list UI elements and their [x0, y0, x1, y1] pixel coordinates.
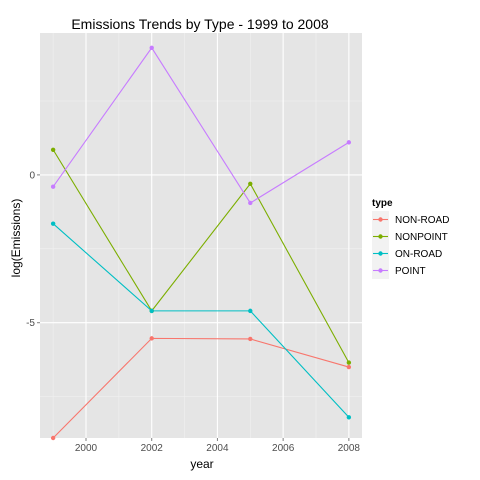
data-point — [248, 336, 253, 342]
legend-key-point — [378, 268, 383, 273]
plot-panel — [40, 33, 362, 438]
legend-label: ON-ROAD — [395, 249, 442, 260]
data-point — [248, 181, 253, 186]
legend-label: POINT — [395, 266, 426, 277]
major-gridlines — [40, 33, 362, 438]
series-points — [50, 45, 352, 441]
x-tick-label: 2000 — [75, 443, 98, 454]
series-lines — [52, 46, 350, 439]
series-line — [52, 337, 350, 439]
data-point — [149, 45, 154, 50]
data-point — [50, 184, 56, 189]
data-point — [346, 364, 352, 370]
series-line — [52, 149, 350, 363]
data-point — [50, 147, 56, 152]
data-point — [149, 336, 154, 341]
data-point — [346, 415, 352, 420]
series-line — [52, 223, 350, 418]
x-axis-title: year — [190, 457, 213, 471]
data-point — [248, 308, 253, 314]
data-point — [50, 221, 56, 226]
legend-title: type — [372, 198, 393, 209]
chart-title: Emissions Trends by Type - 1999 to 2008 — [71, 16, 329, 32]
legend: type NON-ROAD NONPOINT ON-ROAD POINT — [372, 198, 449, 279]
data-point — [346, 140, 352, 145]
data-point — [50, 435, 56, 441]
series-line — [52, 46, 350, 204]
legend-key-point — [378, 251, 383, 256]
x-tick-label: 2004 — [206, 443, 229, 454]
y-tick-label: 0 — [29, 170, 35, 181]
legend-label: NON-ROAD — [395, 215, 449, 226]
data-point — [248, 200, 253, 206]
x-tick-label: 2008 — [338, 443, 361, 454]
legend-key-point — [378, 217, 383, 222]
x-tick-label: 2002 — [141, 443, 164, 454]
x-tick-label: 2006 — [272, 443, 295, 454]
data-point — [346, 360, 352, 365]
y-tick-label: -5 — [26, 318, 35, 329]
y-axis-title: log(Emissions) — [9, 199, 23, 278]
x-axis-ticks: 2000 2002 2004 2006 2008 — [75, 438, 361, 454]
y-axis-ticks: 0 -5 — [26, 170, 40, 329]
legend-label: NONPOINT — [395, 232, 448, 243]
legend-key-point — [378, 234, 383, 239]
data-point — [149, 308, 154, 314]
